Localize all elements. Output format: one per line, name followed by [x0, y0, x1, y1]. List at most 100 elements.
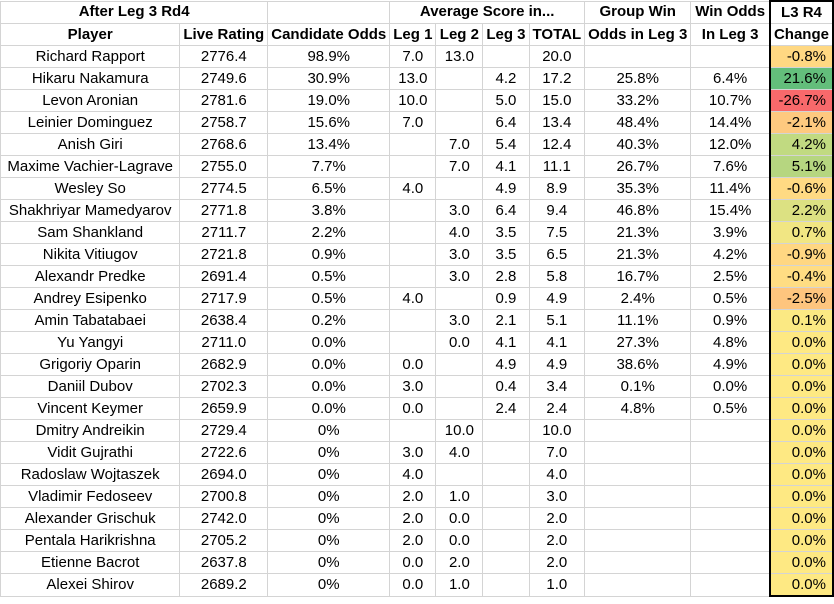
win-odds-cell: 7.6% [690, 155, 771, 178]
leg-3-score-cell: 4.9 [482, 353, 530, 376]
player-name-cell: Etienne Bacrot [0, 551, 181, 574]
table-row: Wesley So 2774.5 6.5% 4.0 4.9 8.9 35.3% 11.4% -0… [0, 177, 834, 200]
leg-2-score-cell: 1.0 [435, 573, 484, 597]
table-row: Sam Shankland 2711.7 2.2% 4.0 3.5 7.5 21.3% 3.9… [0, 221, 834, 244]
leg-2-score-cell [435, 397, 484, 420]
total-score-cell: 2.4 [528, 397, 586, 420]
group-win-odds-cell [584, 551, 692, 574]
change-cell: 0.0% [768, 551, 834, 574]
candidate-odds-cell: 0.0% [267, 375, 391, 398]
leg-2-score-cell: 13.0 [435, 45, 484, 68]
table-row: Maxime Vachier-Lagrave 2755.0 7.7% 7.0 4.1 11… [0, 155, 834, 178]
change-cell: 0.0% [768, 441, 834, 464]
candidate-odds-cell: 0% [267, 463, 391, 486]
win-odds-cell: 4.8% [690, 331, 771, 354]
player-name-cell: Grigoriy Oparin [0, 353, 181, 376]
player-name-cell: Leinier Dominguez [0, 111, 181, 134]
leg-2-score-cell: 10.0 [435, 419, 484, 442]
group-win-odds-cell: 46.8% [584, 199, 692, 222]
header-win-odds: Win Odds [690, 0, 771, 24]
group-win-odds-cell [584, 507, 692, 530]
candidate-odds-cell: 0.5% [267, 265, 391, 288]
change-cell: 21.6% [768, 67, 834, 90]
leg-3-score-cell: 4.1 [482, 155, 530, 178]
leg-1-score-cell: 4.0 [389, 463, 437, 486]
leg-1-score-cell: 0.0 [389, 397, 437, 420]
table-row: Nikita Vitiugov 2721.8 0.9% 3.0 3.5 6.5 21.3% 4… [0, 243, 834, 266]
leg-3-score-cell [482, 507, 530, 530]
live-rating-cell: 2705.2 [179, 529, 269, 552]
player-name-cell: Radoslaw Wojtaszek [0, 463, 181, 486]
live-rating-cell: 2768.6 [179, 133, 269, 156]
total-score-cell: 5.8 [528, 265, 586, 288]
player-name-cell: Anish Giri [0, 133, 181, 156]
win-odds-cell: 4.2% [690, 243, 771, 266]
leg-2-score-cell: 4.0 [435, 441, 484, 464]
group-win-odds-cell: 26.7% [584, 155, 692, 178]
leg-2-score-cell: 0.0 [435, 331, 484, 354]
live-rating-cell: 2717.9 [179, 287, 269, 310]
win-odds-cell [690, 463, 771, 486]
live-rating-cell: 2689.2 [179, 573, 269, 597]
candidate-odds-cell: 0.0% [267, 331, 391, 354]
total-score-cell: 17.2 [528, 67, 586, 90]
win-odds-cell: 11.4% [690, 177, 771, 200]
leg-1-score-cell: 0.0 [389, 573, 437, 597]
change-cell: 0.0% [768, 331, 834, 354]
player-name-cell: Vincent Keymer [0, 397, 181, 420]
live-rating-cell: 2659.9 [179, 397, 269, 420]
leg-1-score-cell [389, 309, 437, 332]
change-cell: 5.1% [768, 155, 834, 178]
leg-1-score-cell [389, 331, 437, 354]
total-score-cell: 4.1 [528, 331, 586, 354]
leg-2-score-cell: 0.0 [435, 507, 484, 530]
live-rating-cell: 2711.0 [179, 331, 269, 354]
win-odds-cell: 15.4% [690, 199, 771, 222]
leg-2-score-cell [435, 67, 484, 90]
group-win-odds-cell: 40.3% [584, 133, 692, 156]
header-candidate-odds: Candidate Odds [267, 23, 391, 46]
live-rating-cell: 2742.0 [179, 507, 269, 530]
candidate-odds-cell: 0% [267, 419, 391, 442]
header-empty-cell [267, 0, 391, 24]
group-win-odds-cell [584, 441, 692, 464]
leg-3-score-cell: 0.9 [482, 287, 530, 310]
player-name-cell: Alexandr Predke [0, 265, 181, 288]
change-cell: -0.9% [768, 243, 834, 266]
leg-3-score-cell: 6.4 [482, 199, 530, 222]
candidate-odds-cell: 3.8% [267, 199, 391, 222]
live-rating-cell: 2702.3 [179, 375, 269, 398]
leg-3-score-cell: 5.4 [482, 133, 530, 156]
group-win-odds-cell: 27.3% [584, 331, 692, 354]
group-win-odds-cell: 4.8% [584, 397, 692, 420]
leg-2-score-cell: 3.0 [435, 243, 484, 266]
leg-3-score-cell [482, 419, 530, 442]
live-rating-cell: 2638.4 [179, 309, 269, 332]
table-row: Vincent Keymer 2659.9 0.0% 0.0 2.4 2.4 4.8% 0.5… [0, 397, 834, 420]
player-name-cell: Yu Yangyi [0, 331, 181, 354]
header-group-average-score: Average Score in... [389, 0, 586, 24]
total-score-cell: 13.4 [528, 111, 586, 134]
player-name-cell: Pentala Harikrishna [0, 529, 181, 552]
leg-1-score-cell: 3.0 [389, 441, 437, 464]
leg-3-score-cell: 3.5 [482, 243, 530, 266]
leg-1-score-cell: 2.0 [389, 485, 437, 508]
leg-3-score-cell: 0.4 [482, 375, 530, 398]
change-cell: 0.1% [768, 309, 834, 332]
candidate-odds-cell: 0.9% [267, 243, 391, 266]
player-name-cell: Andrey Esipenko [0, 287, 181, 310]
change-cell: 2.2% [768, 199, 834, 222]
header-change-title: L3 R4 [768, 0, 834, 24]
leg-2-score-cell [435, 375, 484, 398]
total-score-cell: 7.5 [528, 221, 586, 244]
candidate-odds-cell: 0.0% [267, 397, 391, 420]
win-odds-cell [690, 419, 771, 442]
total-score-cell: 6.5 [528, 243, 586, 266]
win-odds-cell: 12.0% [690, 133, 771, 156]
candidate-odds-cell: 15.6% [267, 111, 391, 134]
live-rating-cell: 2711.7 [179, 221, 269, 244]
live-rating-cell: 2774.5 [179, 177, 269, 200]
win-odds-cell [690, 551, 771, 574]
player-name-cell: Nikita Vitiugov [0, 243, 181, 266]
change-cell: -2.5% [768, 287, 834, 310]
